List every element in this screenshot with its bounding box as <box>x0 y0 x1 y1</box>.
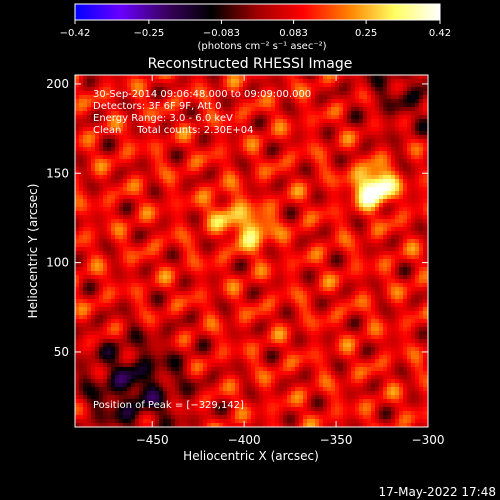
x-axis: −450 −400 −350 −300 <box>136 75 445 447</box>
colorbar-tick-label: 0.25 <box>355 28 377 39</box>
y-tick-label: 100 <box>46 256 69 270</box>
chart-title: Reconstructed RHESSI Image <box>148 56 353 72</box>
y-tick-label: 200 <box>46 77 69 91</box>
footer-timestamp: 17-May-2022 17:48 <box>379 485 496 499</box>
x-axis-label: Heliocentric X (arcsec) <box>183 449 319 463</box>
heatmap-image <box>75 75 428 427</box>
y-tick-label: 50 <box>54 345 69 359</box>
peak-position-label: Position of Peak = [−329,142] <box>93 400 244 411</box>
colorbar-units: (photons cm⁻² s⁻¹ asec⁻²) <box>197 41 326 52</box>
plot-frame <box>74 74 429 428</box>
colorbar <box>74 3 441 21</box>
colorbar-tick-label: −0.25 <box>134 28 165 39</box>
annotation-clean: Clean Total counts: 2.30E+04 <box>93 125 253 136</box>
colorbar-ticks: −0.42 −0.25 −0.083 0.083 0.25 0.42 <box>60 20 451 39</box>
annotation-energy: Energy Range: 3.0 - 6.0 keV <box>93 113 233 124</box>
y-axis-label: Heliocentric Y (arcsec) <box>26 184 40 319</box>
annotation-detectors: Detectors: 3F 6F 9F, Att 0 <box>93 101 221 112</box>
x-tick-label: −400 <box>228 433 261 447</box>
colorbar-tick-label: 0.42 <box>429 28 451 39</box>
annotation-time: 30-Sep-2014 09:06:48.000 to 09:09:00.000 <box>93 89 311 100</box>
colorbar-tick-label: −0.42 <box>60 28 91 39</box>
y-tick-label: 150 <box>46 166 69 180</box>
colorbar-tick-label: 0.083 <box>279 28 308 39</box>
x-tick-label: −450 <box>136 433 169 447</box>
x-tick-label: −350 <box>320 433 353 447</box>
colorbar-tick-label: −0.083 <box>203 28 240 39</box>
y-axis: 50 100 150 200 <box>46 77 428 359</box>
x-tick-label: −300 <box>412 433 445 447</box>
